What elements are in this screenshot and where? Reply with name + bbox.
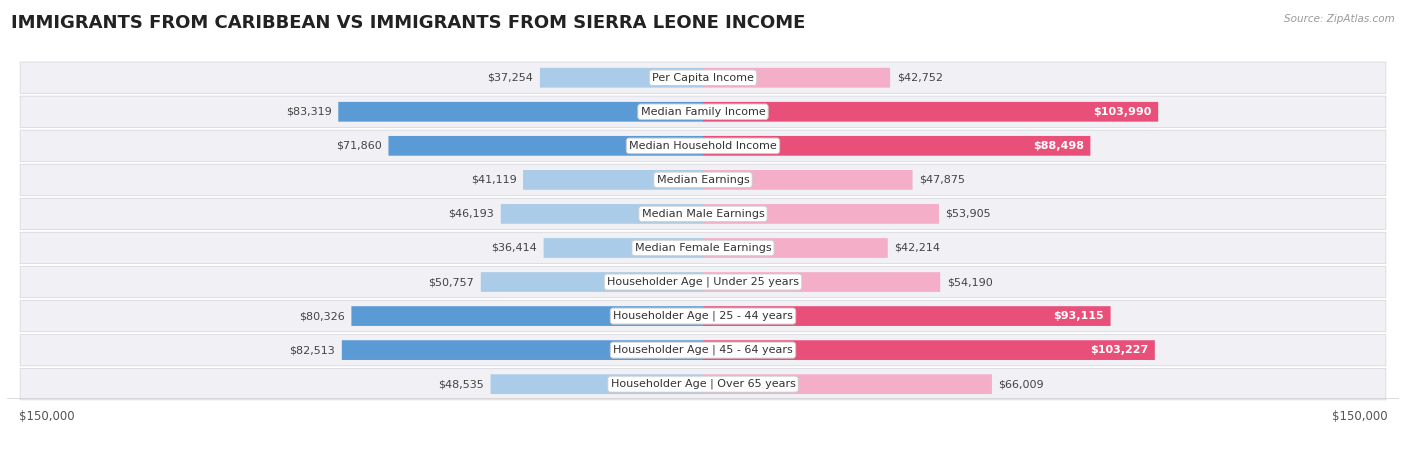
- FancyBboxPatch shape: [20, 334, 1386, 366]
- FancyBboxPatch shape: [703, 204, 939, 224]
- Text: Median Family Income: Median Family Income: [641, 107, 765, 117]
- FancyBboxPatch shape: [703, 136, 1091, 156]
- FancyBboxPatch shape: [703, 340, 1154, 360]
- Text: Householder Age | 45 - 64 years: Householder Age | 45 - 64 years: [613, 345, 793, 355]
- Text: Householder Age | Under 25 years: Householder Age | Under 25 years: [607, 277, 799, 287]
- Text: Householder Age | 25 - 44 years: Householder Age | 25 - 44 years: [613, 311, 793, 321]
- Text: $66,009: $66,009: [998, 379, 1045, 389]
- FancyBboxPatch shape: [20, 198, 1386, 230]
- Text: $88,498: $88,498: [1033, 141, 1084, 151]
- Text: $103,227: $103,227: [1090, 345, 1149, 355]
- FancyBboxPatch shape: [20, 130, 1386, 162]
- Text: IMMIGRANTS FROM CARIBBEAN VS IMMIGRANTS FROM SIERRA LEONE INCOME: IMMIGRANTS FROM CARIBBEAN VS IMMIGRANTS …: [11, 14, 806, 32]
- FancyBboxPatch shape: [20, 266, 1386, 297]
- Text: $103,990: $103,990: [1094, 107, 1152, 117]
- FancyBboxPatch shape: [20, 62, 1386, 93]
- Text: $80,326: $80,326: [299, 311, 344, 321]
- Text: Median Earnings: Median Earnings: [657, 175, 749, 185]
- FancyBboxPatch shape: [342, 340, 703, 360]
- FancyBboxPatch shape: [703, 306, 1111, 326]
- FancyBboxPatch shape: [20, 96, 1386, 127]
- Text: $41,119: $41,119: [471, 175, 516, 185]
- Text: Source: ZipAtlas.com: Source: ZipAtlas.com: [1284, 14, 1395, 24]
- FancyBboxPatch shape: [703, 102, 1159, 122]
- Text: $42,752: $42,752: [897, 73, 942, 83]
- Text: $54,190: $54,190: [946, 277, 993, 287]
- FancyBboxPatch shape: [703, 238, 887, 258]
- FancyBboxPatch shape: [20, 164, 1386, 196]
- FancyBboxPatch shape: [388, 136, 703, 156]
- Text: $46,193: $46,193: [449, 209, 495, 219]
- FancyBboxPatch shape: [481, 272, 703, 292]
- Text: Householder Age | Over 65 years: Householder Age | Over 65 years: [610, 379, 796, 389]
- Text: $71,860: $71,860: [336, 141, 382, 151]
- Text: $36,414: $36,414: [491, 243, 537, 253]
- Text: $82,513: $82,513: [290, 345, 335, 355]
- Text: Median Household Income: Median Household Income: [628, 141, 778, 151]
- Text: $37,254: $37,254: [488, 73, 533, 83]
- FancyBboxPatch shape: [703, 68, 890, 88]
- Text: Median Male Earnings: Median Male Earnings: [641, 209, 765, 219]
- FancyBboxPatch shape: [339, 102, 703, 122]
- FancyBboxPatch shape: [703, 272, 941, 292]
- Text: Median Female Earnings: Median Female Earnings: [634, 243, 772, 253]
- FancyBboxPatch shape: [544, 238, 703, 258]
- FancyBboxPatch shape: [20, 368, 1386, 400]
- Text: $83,319: $83,319: [285, 107, 332, 117]
- Text: $42,214: $42,214: [894, 243, 941, 253]
- FancyBboxPatch shape: [540, 68, 703, 88]
- Text: $50,757: $50,757: [429, 277, 474, 287]
- FancyBboxPatch shape: [20, 232, 1386, 264]
- Text: Per Capita Income: Per Capita Income: [652, 73, 754, 83]
- Text: $48,535: $48,535: [439, 379, 484, 389]
- FancyBboxPatch shape: [352, 306, 703, 326]
- FancyBboxPatch shape: [703, 170, 912, 190]
- Text: $47,875: $47,875: [920, 175, 965, 185]
- Text: $53,905: $53,905: [945, 209, 991, 219]
- FancyBboxPatch shape: [523, 170, 703, 190]
- FancyBboxPatch shape: [501, 204, 703, 224]
- FancyBboxPatch shape: [20, 300, 1386, 332]
- FancyBboxPatch shape: [491, 374, 703, 394]
- FancyBboxPatch shape: [703, 374, 991, 394]
- Text: $93,115: $93,115: [1053, 311, 1104, 321]
